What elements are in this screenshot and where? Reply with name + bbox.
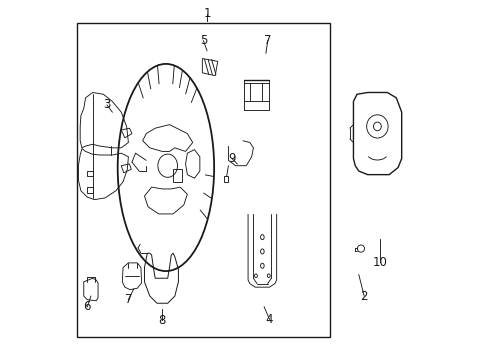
Text: 2: 2 (360, 289, 367, 303)
Text: 1: 1 (203, 8, 210, 21)
Text: 10: 10 (372, 256, 387, 269)
Text: 9: 9 (228, 152, 235, 165)
Text: 6: 6 (83, 300, 91, 313)
Text: 4: 4 (265, 313, 273, 326)
Bar (77, 23, 329, 337)
Text: 7: 7 (264, 34, 271, 47)
Text: 7: 7 (124, 293, 132, 306)
Text: 8: 8 (158, 314, 166, 327)
Text: 5: 5 (199, 34, 207, 47)
Text: 3: 3 (103, 99, 110, 112)
